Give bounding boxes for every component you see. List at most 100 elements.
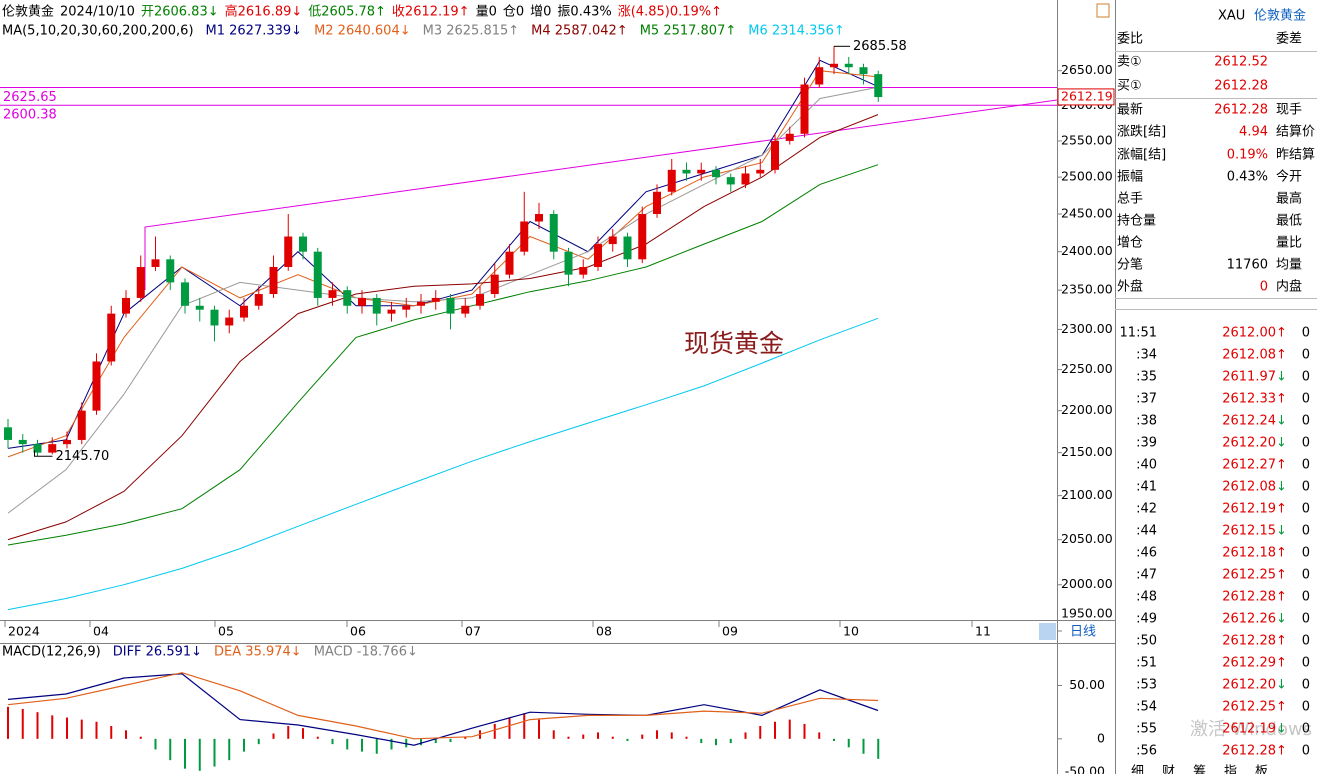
candle-body: [284, 236, 293, 267]
candle-body: [756, 169, 765, 174]
ma-line: [7, 59, 879, 449]
macd-bar: [361, 738, 363, 752]
candle-body: [48, 444, 57, 453]
bottom-tab[interactable]: 财: [1162, 765, 1175, 774]
y-tick-label: 2650.00: [1061, 62, 1113, 77]
candle-body: [195, 305, 204, 310]
macd-bar: [125, 730, 127, 739]
trade-dir: ↑: [1276, 700, 1287, 715]
macd-bar: [641, 734, 644, 739]
trade-dir: ↓: [1276, 480, 1287, 495]
quote-label: 卖①: [1117, 55, 1142, 70]
trade-volume: 0: [1302, 502, 1310, 517]
quote-label: 总手: [1117, 192, 1143, 207]
bottom-tab[interactable]: 板: [1255, 765, 1268, 774]
ma-line: [7, 86, 879, 514]
candle-body: [122, 297, 130, 314]
trade-time: :51: [1136, 656, 1157, 671]
trade-price: 2612.18: [1222, 546, 1276, 561]
x-tick-label: 05: [218, 624, 234, 639]
ma-line: [7, 164, 879, 546]
trade-time: :38: [1136, 414, 1157, 429]
bottom-tab[interactable]: 细: [1131, 765, 1144, 774]
y-tick-label: 2150.00: [1061, 444, 1113, 459]
y-tick-label: 2000.00: [1061, 576, 1113, 591]
candle-body: [372, 297, 381, 314]
trade-time: :40: [1136, 458, 1157, 473]
y-tick-label: 2200.00: [1061, 402, 1113, 417]
candle-body: [535, 214, 543, 222]
y-tick-label: 2400.00: [1061, 243, 1113, 258]
quote-label: 最新: [1117, 102, 1143, 118]
macd-y-tick-label: 50.00: [1069, 677, 1105, 692]
candle-body: [623, 236, 632, 260]
trade-volume: 0: [1302, 480, 1310, 495]
macd-bar: [21, 708, 24, 739]
macd-legend: DEA 35.974↓: [214, 645, 302, 660]
macd-bar: [287, 726, 290, 739]
candle-body: [505, 251, 514, 275]
quote-name: 伦敦黄金: [1254, 8, 1306, 24]
window-icon[interactable]: [1096, 3, 1110, 18]
trade-time: :48: [1136, 590, 1157, 605]
macd-bar: [611, 736, 614, 739]
trade-price: 2612.00: [1222, 326, 1276, 341]
x-tick-label: 2024: [8, 624, 40, 639]
trade-volume: 0: [1302, 414, 1310, 429]
quote-value: 2612.28: [1214, 79, 1268, 94]
bottom-tab[interactable]: 筹: [1193, 764, 1206, 774]
ma-line: [7, 114, 879, 541]
header-item: 涨(4.85)0.19%↑: [618, 5, 722, 20]
y-tick-label: 1950.00: [1061, 606, 1113, 621]
period-label[interactable]: 日线: [1070, 625, 1096, 640]
header-item: 低2605.78↑: [308, 5, 386, 20]
trade-volume: 0: [1302, 326, 1310, 341]
trade-volume: 0: [1302, 656, 1310, 671]
macd-bar: [744, 732, 747, 739]
candle-body: [476, 294, 484, 306]
trade-dir: ↑: [1276, 326, 1287, 341]
quote-label: 分笔: [1117, 257, 1143, 273]
candle-body: [431, 297, 440, 302]
x-tick-label: 09: [722, 624, 738, 639]
macd-bar: [213, 738, 216, 767]
trade-volume: 0: [1302, 722, 1310, 737]
bottom-tab[interactable]: 指: [1224, 765, 1237, 774]
trade-price: 2612.33: [1222, 392, 1276, 407]
macd-bar: [331, 738, 334, 745]
trade-dir: ↑: [1276, 502, 1287, 517]
trade-dir: ↑: [1276, 348, 1287, 363]
ma-legend: MA(5,10,20,30,60,200,200,6): [2, 24, 194, 39]
y-tick-label: 2050.00: [1061, 531, 1113, 546]
quote-label: 增仓: [1117, 236, 1143, 251]
trade-price: 2611.97: [1222, 370, 1276, 385]
high-mark-label: 2685.58: [853, 39, 907, 54]
macd-bar: [316, 736, 319, 739]
scroll-box[interactable]: [1039, 623, 1056, 640]
macd-bar: [139, 736, 142, 739]
ma-legend: M4 2587.042↑: [531, 24, 628, 39]
trade-price: 2612.28: [1222, 744, 1276, 759]
diff-line: [7, 673, 879, 746]
quote-value: 0: [1260, 280, 1268, 295]
macd-bar: [597, 732, 599, 739]
ma-legend: M2 2640.604↓: [314, 24, 411, 39]
header-item: 伦敦黄金: [2, 4, 54, 20]
trade-time: :44: [1136, 524, 1157, 539]
trade-dir: ↓: [1276, 612, 1287, 627]
macd-bar: [346, 738, 349, 750]
quote-value: 0.19%: [1227, 148, 1268, 163]
x-tick-label: 06: [350, 624, 366, 639]
trade-volume: 0: [1302, 392, 1310, 407]
candle-body: [771, 140, 779, 170]
macd-bar: [66, 717, 68, 739]
candle-body: [859, 67, 868, 75]
dea-line: [7, 672, 879, 740]
candle-body: [844, 63, 853, 68]
quote-right-label: 最高: [1276, 191, 1302, 207]
macd-bar: [390, 738, 393, 750]
candle-body: [830, 63, 838, 68]
candle-body: [461, 305, 470, 314]
